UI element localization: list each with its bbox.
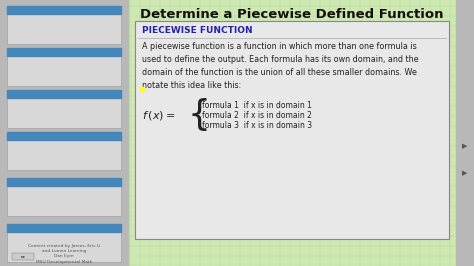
- Text: Content created by James, Eric Li
and Lumen Learning
Dan Eyre
MSU Developmental : Content created by James, Eric Li and Lu…: [28, 244, 100, 264]
- Bar: [0, 0, 128, 266]
- Text: used to define the output. Each formula has its own domain, and the: used to define the output. Each formula …: [142, 55, 419, 64]
- Bar: [456, 0, 474, 266]
- Bar: [7, 90, 121, 98]
- Bar: [7, 132, 121, 140]
- Bar: [7, 224, 121, 262]
- FancyBboxPatch shape: [135, 21, 449, 239]
- Bar: [7, 132, 121, 170]
- Bar: [7, 90, 121, 128]
- Text: notate this idea like this:: notate this idea like this:: [142, 81, 241, 90]
- Text: Determine a Piecewise Defined Function: Determine a Piecewise Defined Function: [140, 8, 444, 21]
- Bar: [7, 178, 121, 216]
- Bar: [7, 6, 121, 44]
- Text: cc: cc: [20, 255, 26, 259]
- Text: formula 2  if x is in domain 2: formula 2 if x is in domain 2: [202, 110, 312, 119]
- Text: formula 1  if x is in domain 1: formula 1 if x is in domain 1: [202, 101, 312, 110]
- Text: $f\,(x) =$: $f\,(x) =$: [142, 109, 175, 122]
- Bar: [7, 224, 121, 232]
- Text: formula 3  if x is in domain 3: formula 3 if x is in domain 3: [202, 120, 312, 130]
- Bar: [7, 178, 121, 186]
- Text: PIECEWISE FUNCTION: PIECEWISE FUNCTION: [142, 26, 253, 35]
- Text: domain of the function is the union of all these smaller domains. We: domain of the function is the union of a…: [142, 68, 417, 77]
- Bar: [12, 253, 34, 260]
- Text: ▶: ▶: [462, 143, 468, 149]
- Text: ▶: ▶: [462, 170, 468, 176]
- Bar: [7, 48, 121, 86]
- Text: A piecewise function is a function in which more than one formula is: A piecewise function is a function in wh…: [142, 42, 417, 51]
- Text: {: {: [188, 98, 211, 132]
- Bar: [7, 48, 121, 56]
- Bar: [7, 6, 121, 14]
